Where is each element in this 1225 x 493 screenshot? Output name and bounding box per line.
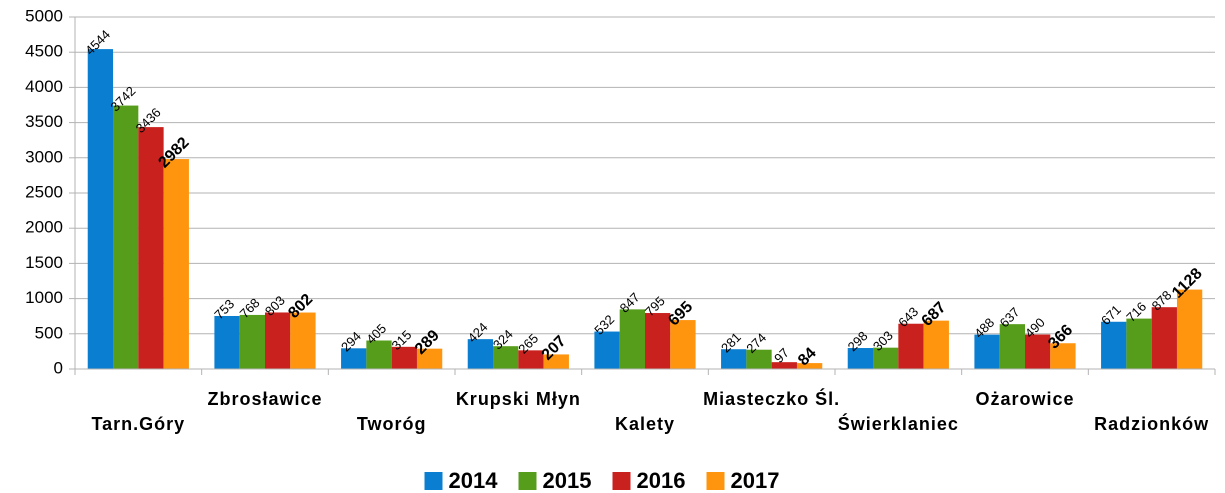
bar <box>1050 343 1076 369</box>
bar <box>341 348 367 369</box>
bar <box>138 127 164 370</box>
bar <box>771 362 797 369</box>
bar <box>265 312 291 369</box>
bar <box>1151 307 1177 369</box>
bar <box>721 349 747 369</box>
bar <box>1025 334 1051 369</box>
bar <box>999 324 1025 369</box>
bar <box>163 159 189 369</box>
y-tick-label: 2500 <box>25 182 63 201</box>
bar <box>1101 321 1127 369</box>
legend-label: 2015 <box>543 468 592 493</box>
y-tick-label: 3500 <box>25 112 63 131</box>
bar <box>239 314 265 369</box>
bar <box>543 354 569 369</box>
x-tick-label: Świerklaniec <box>838 413 959 434</box>
y-tick-label: 500 <box>35 323 63 342</box>
bar <box>416 348 443 369</box>
bar <box>467 339 494 369</box>
y-tick-label: 3000 <box>25 147 63 166</box>
bar <box>290 312 316 369</box>
x-tick-label: Radzionków <box>1094 414 1209 434</box>
bar <box>1176 289 1203 369</box>
x-tick-label: Tarn.Góry <box>91 414 185 434</box>
bar <box>518 350 544 369</box>
bar <box>746 349 772 369</box>
x-tick-label: Kalety <box>615 414 675 434</box>
y-tick-label: 4000 <box>25 77 63 96</box>
legend-label: 2017 <box>731 468 780 493</box>
legend-swatch <box>612 472 631 490</box>
bar <box>873 347 899 369</box>
legend-swatch <box>518 472 537 490</box>
y-tick-label: 2000 <box>25 218 63 237</box>
x-tick-label: Zbrosławice <box>207 389 322 409</box>
y-tick-label: 0 <box>54 358 63 377</box>
y-tick-label: 1000 <box>25 288 63 307</box>
legend-swatch <box>706 472 725 490</box>
bar <box>493 346 519 369</box>
bar <box>391 346 417 369</box>
x-tick-label: Krupski Młyn <box>456 389 581 409</box>
x-tick-label: Ożarowice <box>975 389 1074 409</box>
bar <box>670 320 696 369</box>
bar <box>645 313 671 369</box>
bar <box>923 320 949 369</box>
x-tick-label: Miasteczko Śl. <box>703 388 840 409</box>
y-tick-label: 4500 <box>25 42 63 61</box>
bar <box>847 348 874 369</box>
bar <box>594 331 620 369</box>
bar <box>974 334 1000 369</box>
bar <box>619 309 645 369</box>
bar <box>214 315 240 369</box>
bar <box>898 323 924 369</box>
y-tick-label: 5000 <box>25 6 63 25</box>
legend-label: 2016 <box>637 468 686 493</box>
bar <box>1126 318 1152 369</box>
y-tick-label: 1500 <box>25 253 63 272</box>
bar <box>87 49 114 369</box>
legend-swatch <box>424 472 443 490</box>
legend-label: 2014 <box>449 468 499 493</box>
bar <box>113 105 139 369</box>
bar <box>366 340 392 369</box>
x-tick-label: Tworóg <box>357 414 427 434</box>
bar <box>796 363 823 369</box>
